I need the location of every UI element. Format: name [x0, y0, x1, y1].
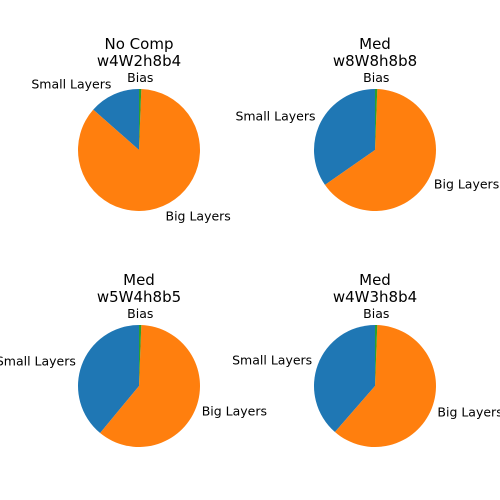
- pie-label-small-layers: Small Layers: [31, 76, 111, 91]
- pie-slice-big-layers: [100, 325, 201, 447]
- pie-slice-bias: [375, 88, 378, 150]
- pie-slice-small-layers: [93, 89, 139, 150]
- pie-title-line2: w4W2h8b4: [97, 52, 181, 70]
- pie-label-small-layers: Small Layers: [235, 109, 315, 124]
- pie-title-line2: w4W3h8b4: [333, 288, 417, 306]
- pie-title-line2: w5W4h8b5: [97, 288, 181, 306]
- pie-label-bias: Bias: [127, 306, 153, 321]
- pie-label-big-layers: Big Layers: [202, 404, 267, 419]
- pie-slice-bias: [375, 324, 378, 386]
- pie-label-big-layers: Big Layers: [434, 177, 499, 192]
- pie-slice-small-layers: [78, 325, 139, 433]
- pie-label-bias: Bias: [363, 306, 389, 321]
- pie-title-line1: Med: [123, 271, 155, 289]
- pie-slice-big-layers: [324, 89, 436, 211]
- pie-label-small-layers: Small Layers: [232, 353, 312, 368]
- pie-slice-small-layers: [313, 89, 375, 185]
- pie-title-line1: No Comp: [105, 35, 174, 53]
- pie-slice-big-layers: [77, 89, 200, 211]
- pie-title-line1: Med: [359, 271, 391, 289]
- pie-label-bias: Bias: [127, 70, 153, 85]
- pie-slice-bias: [139, 88, 142, 150]
- pie-label-bias: Bias: [363, 70, 389, 85]
- pie-slice-bias: [139, 324, 142, 386]
- pie-label-big-layers: Big Layers: [437, 405, 500, 420]
- pie-label-small-layers: Small Layers: [0, 354, 76, 369]
- pie-title-line1: Med: [359, 35, 391, 53]
- pie-slice-small-layers: [314, 325, 375, 433]
- pie-label-big-layers: Big Layers: [166, 208, 231, 223]
- pie-title-line2: w8W8h8b8: [333, 52, 417, 70]
- pie-slice-big-layers: [334, 325, 436, 447]
